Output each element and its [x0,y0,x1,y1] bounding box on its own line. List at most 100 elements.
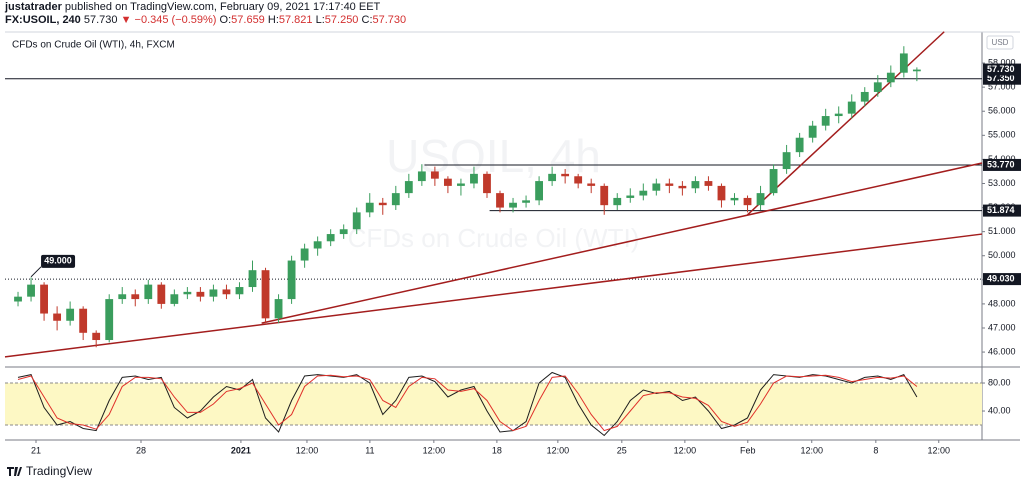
candle-body [352,212,361,230]
candle-body [14,296,22,302]
candle-body [430,171,439,179]
ohlc-label: H: [267,14,279,26]
oscillator-line [17,371,918,437]
y-tick-label: 47.000 [988,322,1016,332]
candle-body [717,185,726,201]
annotation-label: 49.000 [44,256,72,266]
candle-body [222,289,231,295]
candle-body [743,197,752,206]
candle-body [40,284,48,314]
candle-body [287,260,296,300]
candle-body [274,299,283,319]
candle-body [118,294,127,300]
candle-body [795,137,804,153]
footer[interactable]: TradingView [6,464,92,478]
candle-body [587,183,596,186]
level-label: 53.770 [987,159,1015,169]
candle-body [483,173,491,194]
level-label-box [983,273,1021,286]
candle-body [496,193,504,208]
pane-title: CFDs on Crude Oil (WTI), 4h, FXCM [12,40,175,51]
candle-body [847,101,856,114]
y-tick-label: 56.000 [988,106,1016,116]
currency: USD [992,38,1009,47]
candle-body [326,234,335,242]
candle-body [769,169,778,194]
x-tick-label: 12:00 [800,445,823,455]
trendline [4,233,983,358]
candle-body [704,181,713,186]
ohlc-label: C: [361,14,373,26]
y-tick-label: 46.000 [988,346,1016,356]
x-tick-label: 12:00 [674,445,697,455]
candle-body [105,299,114,341]
candle-body [79,308,88,333]
level-label: 51.874 [987,205,1015,215]
candle-body [548,173,557,182]
candle-body [261,270,270,319]
x-tick-label: 12:00 [547,445,570,455]
level-label: 57.350 [987,73,1015,83]
change: ▼ −0.345 (−0.59%) [120,14,217,26]
level-label: 49.030 [987,273,1015,283]
candle-body [404,181,413,194]
price: 57.730 [83,14,118,26]
candle-body [626,195,635,198]
header: justatrader published on TradingView.com… [5,1,406,27]
x-tick-label: 12:00 [423,445,446,455]
candle-body [756,193,765,206]
candle-body [834,113,843,117]
candle-body [691,181,700,189]
candle-body [561,173,570,177]
ohlc-value: 57.250 [324,14,359,26]
candle-body [443,178,452,186]
candle-body [600,185,609,206]
candle-body [821,116,830,126]
ohlc-label: L: [315,14,325,26]
candle-body [183,291,192,295]
candle-body [300,248,309,261]
candle-body [470,173,478,184]
candle-body [53,313,62,321]
x-tick-label: Feb [740,445,756,455]
watermark: CFDs on Crude Oil (WTI) [348,223,640,253]
y-tick-label: 80.00 [988,377,1011,387]
candle-body [912,69,921,72]
candle-body [808,125,817,138]
candle-body [27,284,35,297]
x-tick-label: 21 [31,445,41,455]
y-tick-label: 48.000 [988,298,1016,308]
candle-body [652,183,661,191]
candle-body [131,294,140,300]
candle-body [613,197,622,206]
candle-body [378,202,387,206]
trendline [747,31,945,216]
candle-body [66,308,75,321]
last-price-label: 57.730 [987,64,1015,74]
candle-body [522,200,530,203]
ohlc-value: 57.730 [372,14,407,26]
level-label-box [983,158,1021,171]
candle-body [417,171,426,182]
published: published on TradingView.com, February 0… [64,1,381,13]
candle-body [665,183,674,186]
currency-box [986,35,1014,50]
x-tick-label: 12:00 [296,445,319,455]
candle-body [730,197,739,201]
x-tick-label: 18 [492,445,502,455]
ohlc-value: 57.821 [278,14,313,26]
candle-body [860,91,869,102]
x-tick-label: 12:00 [927,445,950,455]
level-label-box [983,72,1021,85]
y-tick-label: 58.000 [988,57,1016,67]
candle-body [365,202,374,213]
candle-body [574,176,583,184]
trendline [261,162,983,324]
candle-body [782,152,791,170]
y-tick-label: 51.000 [988,226,1016,236]
candle-body [339,229,348,235]
author[interactable]: justatrader [5,1,62,13]
x-tick-label: 28 [136,445,146,455]
